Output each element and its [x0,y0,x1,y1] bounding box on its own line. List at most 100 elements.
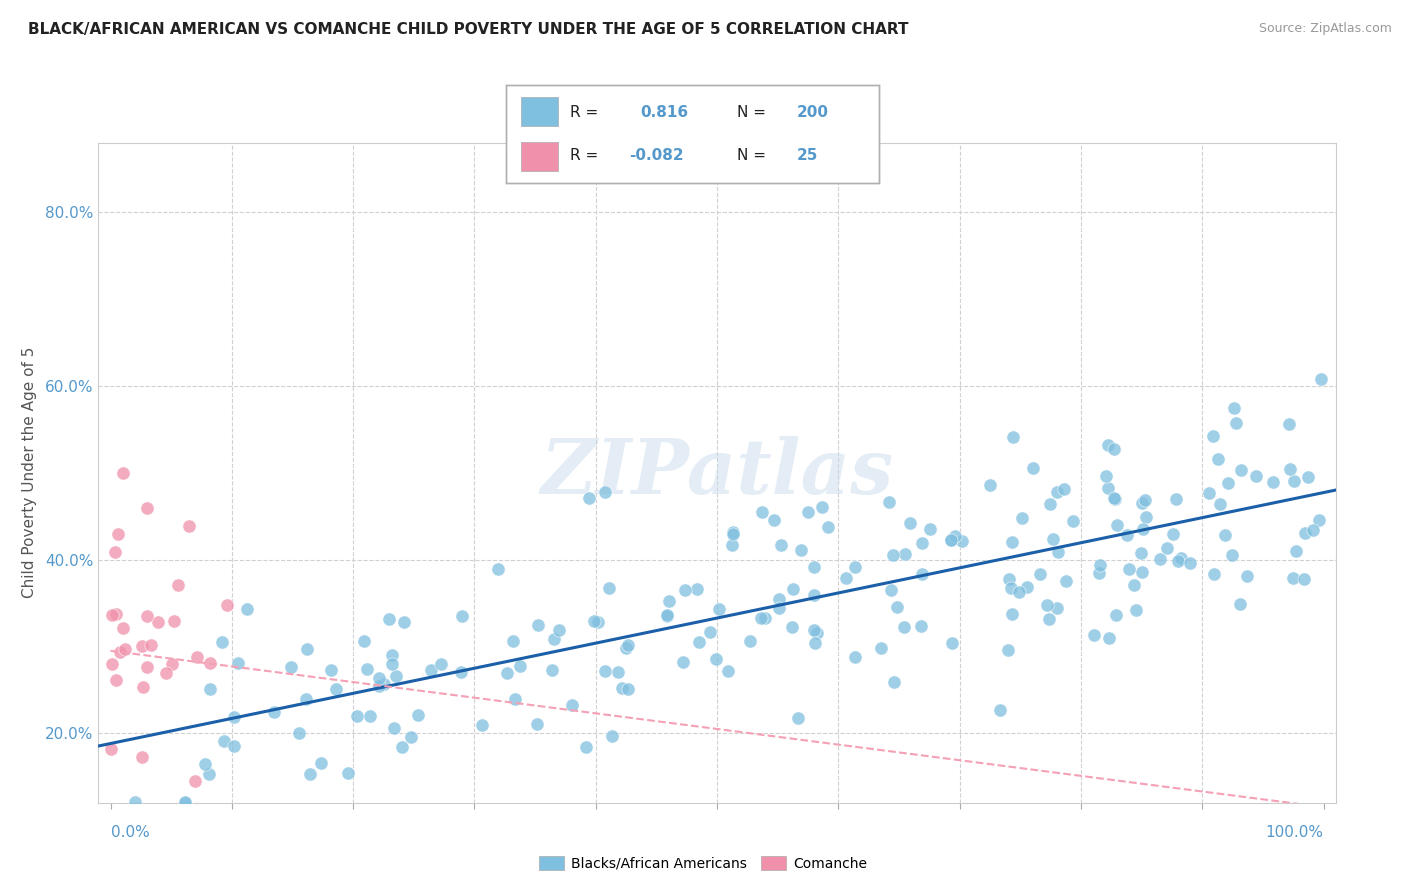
Point [1225,416,1247,430]
Point [754,611,776,625]
Point [658,594,681,608]
Point [1038,612,1060,626]
Point [131,639,153,653]
Point [803,588,825,602]
Point [1054,574,1077,589]
Point [598,581,620,595]
Point [1001,607,1024,621]
Point [1047,545,1070,559]
Point [1292,572,1315,586]
Point [582,614,605,628]
Point [336,766,359,780]
Point [997,572,1019,586]
Point [578,491,600,506]
Text: 200: 200 [797,104,828,120]
Point [263,706,285,720]
Point [952,534,974,549]
Point [163,615,186,629]
Point [1042,532,1064,546]
Point [1107,518,1129,533]
Text: ZIPatlas: ZIPatlas [540,436,894,509]
Point [1178,557,1201,571]
Point [399,731,422,745]
Point [1149,552,1171,566]
Point [135,660,157,674]
Point [1097,481,1119,495]
Legend: Blacks/African Americans, Comanche: Blacks/African Americans, Comanche [534,850,872,876]
Point [173,795,195,809]
Point [588,615,610,629]
Point [1206,452,1229,467]
Point [110,645,132,659]
Point [1083,628,1105,642]
Point [509,658,531,673]
Point [762,513,785,527]
Point [749,611,772,625]
Point [408,708,430,723]
Point [1261,475,1284,490]
Point [526,716,548,731]
Point [359,709,381,723]
Point [616,639,638,653]
Point [1046,601,1069,615]
Point [1104,491,1126,506]
Point [1156,541,1178,555]
Point [1278,417,1301,431]
Point [368,671,391,685]
Point [101,657,124,672]
Point [939,533,962,548]
Point [768,591,790,606]
Point [471,718,494,732]
Point [420,663,443,677]
Point [319,663,342,677]
Point [325,681,347,696]
Point [1244,468,1267,483]
Point [1130,496,1153,510]
Point [607,665,630,680]
Point [288,725,311,739]
Point [385,669,408,683]
Point [1116,528,1139,542]
Point [100,607,122,622]
Point [486,562,509,576]
Point [844,559,866,574]
Point [790,543,813,558]
Point [880,583,903,598]
Point [988,703,1011,717]
Point [184,774,207,789]
Point [870,640,893,655]
Point [356,662,378,676]
Point [132,680,155,694]
Point [198,657,221,671]
Point [1039,497,1062,511]
Point [979,478,1001,492]
Point [686,582,709,596]
Point [886,600,908,615]
Point [877,495,900,509]
Point [1122,578,1144,592]
Text: N =: N = [737,104,766,120]
Point [496,665,519,680]
Point [1011,511,1033,525]
Point [104,544,127,558]
Point [1104,442,1126,457]
Point [1000,535,1022,549]
Point [1230,463,1253,477]
Point [1104,607,1126,622]
Point [893,620,915,634]
Point [1097,438,1119,452]
Point [688,635,710,649]
Point [593,664,616,678]
Text: R =: R = [569,104,598,120]
Point [526,618,548,632]
Point [786,711,808,725]
Point [136,608,159,623]
Text: 25: 25 [797,148,818,163]
Point [224,739,246,753]
Point [803,560,825,574]
Point [1046,485,1069,500]
Point [1236,569,1258,583]
Bar [522,96,558,126]
Point [1028,566,1050,581]
Point [1229,597,1251,611]
